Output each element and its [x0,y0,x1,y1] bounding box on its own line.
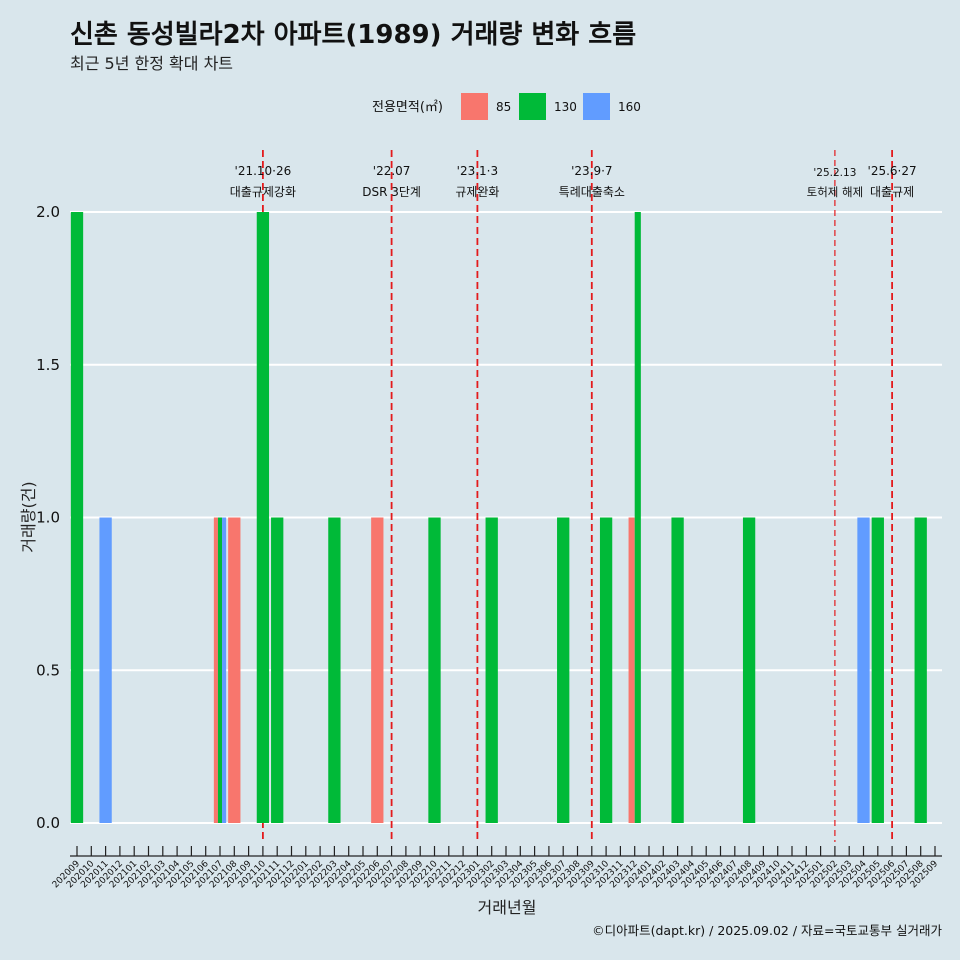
bar-202107-130 [217,517,223,823]
x-axis-title: 거래년월 [478,898,537,917]
event-label: DSR 3단계 [362,185,421,199]
legend-label-85: 85 [496,100,511,114]
x-axis: 2020092020102020112020122021012021022021… [51,846,942,890]
bar-202110-130 [256,212,270,823]
bar-202312-130 [634,212,641,823]
bar-202408-130 [742,517,756,823]
y-axis-title: 거래량(건) [19,481,38,552]
event-date: '22.07 [373,164,411,178]
event-label: 대출규제 [870,185,914,199]
chart-subtitle: 최근 5년 한정 확대 차트 [70,54,233,73]
chart-title: 신촌 동성빌라2차 아파트(1989) 거래량 변화 흐름 [70,20,636,50]
bar-202107-85 [213,517,218,823]
grid [70,211,942,824]
legend-label-130: 130 [554,100,577,114]
bar-202111-130 [271,517,284,823]
bar-202310-130 [599,517,613,823]
legend-label-160: 160 [618,100,641,114]
bar-202302-130 [485,517,498,823]
y-tick-label: 1.0 [36,509,60,527]
event-date: '23.1·3 [457,164,498,178]
bar-202210-130 [428,517,441,823]
y-tick-label: 2.0 [36,203,60,221]
bar-202107-160 [222,517,227,823]
bar-202505-130 [871,517,884,823]
legend-swatch-85 [461,93,488,120]
event-date: '21.10·26 [235,164,292,178]
y-tick-label: 0.0 [36,814,60,832]
annotation-lines [261,150,893,842]
legend-swatch-160 [583,93,610,120]
event-date: '25.6·27 [868,164,917,178]
bar-202206-85 [371,517,384,823]
bar-202203-130 [328,517,341,823]
annotation-labels: '21.10·26 대출규제강화 '22.07 DSR 3단계 '23.1·3 규제완화 '… [230,164,917,199]
event-label: 대출규제강화 [230,185,296,199]
bar-202307-130 [557,517,570,823]
legend-title: 전용면적(㎡) [372,100,443,115]
bar-202504-160 [857,517,870,823]
bar-202508-130 [914,517,927,823]
source-caption: ©디아파트(dapt.kr) / 2025.09.02 / 자료=국토교통부 실… [592,923,942,938]
y-tick-label: 1.5 [36,356,60,374]
event-date: '23.9·7 [571,164,612,178]
bar-202312-85 [628,517,635,823]
event-date: '25.2.13 [813,167,856,179]
y-tick-label: 0.5 [36,661,60,679]
event-label: 토허제 해제 [807,185,864,199]
event-label: 규제완화 [455,185,499,199]
legend-swatch-130 [519,93,546,120]
bar-202011-160 [99,517,112,823]
bar-202403-130 [671,517,684,823]
legend: 전용면적(㎡) 85 130 160 [372,93,641,120]
bar-202009-130 [70,212,84,823]
y-axis: 0.0 0.5 1.0 1.5 2.0 [36,203,60,832]
event-label: 특례대출축소 [559,185,625,199]
bar-202108-85 [228,517,241,823]
bars [70,212,927,823]
